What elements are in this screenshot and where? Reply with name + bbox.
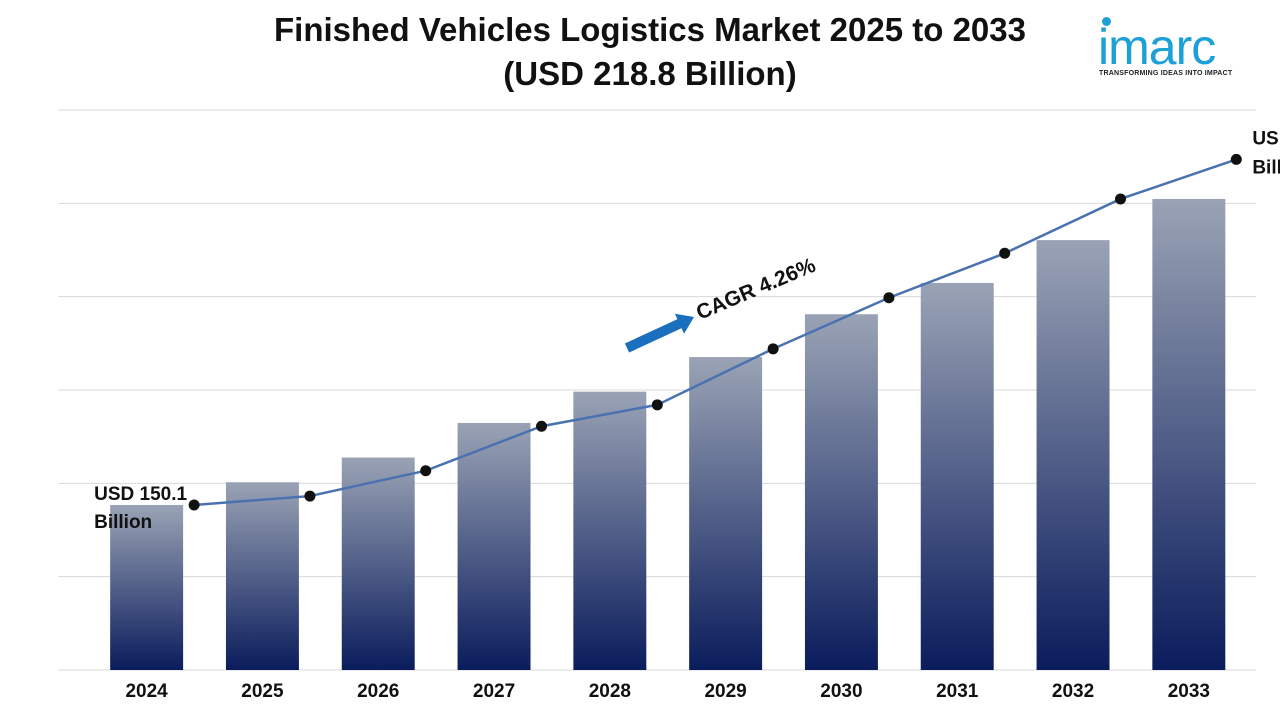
x-tick-label: 2027 bbox=[473, 681, 515, 702]
bar-2029 bbox=[689, 357, 763, 670]
x-tick-label: 2024 bbox=[125, 681, 168, 702]
cagr-arrow-icon bbox=[624, 313, 694, 353]
x-tick-label: 2025 bbox=[241, 681, 284, 702]
trend-polyline bbox=[194, 158, 1237, 507]
trend-marker bbox=[304, 490, 316, 502]
trend-marker bbox=[1230, 153, 1242, 165]
bar-2027 bbox=[457, 422, 531, 670]
start-value-label: Billion bbox=[94, 512, 152, 533]
cagr-arrow-head bbox=[674, 313, 694, 334]
trend-marker bbox=[883, 292, 895, 304]
logo-tagline: TRANSFORMING IDEAS INTO IMPACT bbox=[1099, 70, 1233, 77]
x-tick-label: 2026 bbox=[357, 681, 399, 702]
bar-2026 bbox=[341, 457, 415, 670]
x-tick-label: 2029 bbox=[704, 681, 746, 702]
trend-marker bbox=[767, 343, 779, 355]
chart-subtitle: (USD 218.8 Billion) bbox=[503, 55, 797, 92]
bar-2031 bbox=[920, 282, 994, 670]
trend-line bbox=[188, 153, 1242, 511]
x-tick-label: 2030 bbox=[820, 681, 862, 702]
x-tick-label: 2032 bbox=[1052, 681, 1094, 702]
bar-2030 bbox=[804, 314, 878, 670]
end-value-label: USD 218.8 bbox=[1252, 128, 1280, 149]
trend-marker bbox=[651, 399, 663, 411]
logo-dot-icon bbox=[1102, 17, 1111, 26]
cagr-arrow-shaft bbox=[624, 318, 684, 353]
trend-marker bbox=[188, 499, 200, 511]
trend-marker bbox=[536, 420, 548, 432]
cagr-label: CAGR 4.26% bbox=[693, 254, 819, 325]
x-tick-label: 2028 bbox=[589, 681, 631, 702]
x-tick-label: 2031 bbox=[936, 681, 979, 702]
bar-2024 bbox=[110, 504, 184, 670]
end-value-label: Billion bbox=[1252, 157, 1280, 178]
chart-title: Finished Vehicles Logistics Market 2025 … bbox=[274, 11, 1026, 48]
bar-2025 bbox=[225, 482, 299, 670]
logo-wordmark: imarc bbox=[1098, 19, 1216, 75]
bar-2028 bbox=[573, 391, 647, 670]
imarc-logo: imarc TRANSFORMING IDEAS INTO IMPACT bbox=[1098, 12, 1258, 82]
x-tick-label: 2033 bbox=[1168, 681, 1210, 702]
trend-marker bbox=[999, 247, 1011, 259]
bar-2033 bbox=[1152, 198, 1226, 671]
bar-2032 bbox=[1036, 240, 1110, 670]
bars bbox=[110, 198, 1226, 671]
trend-marker bbox=[1115, 193, 1127, 205]
start-value-label: USD 150.1 bbox=[94, 484, 187, 505]
trend-marker bbox=[420, 465, 432, 477]
